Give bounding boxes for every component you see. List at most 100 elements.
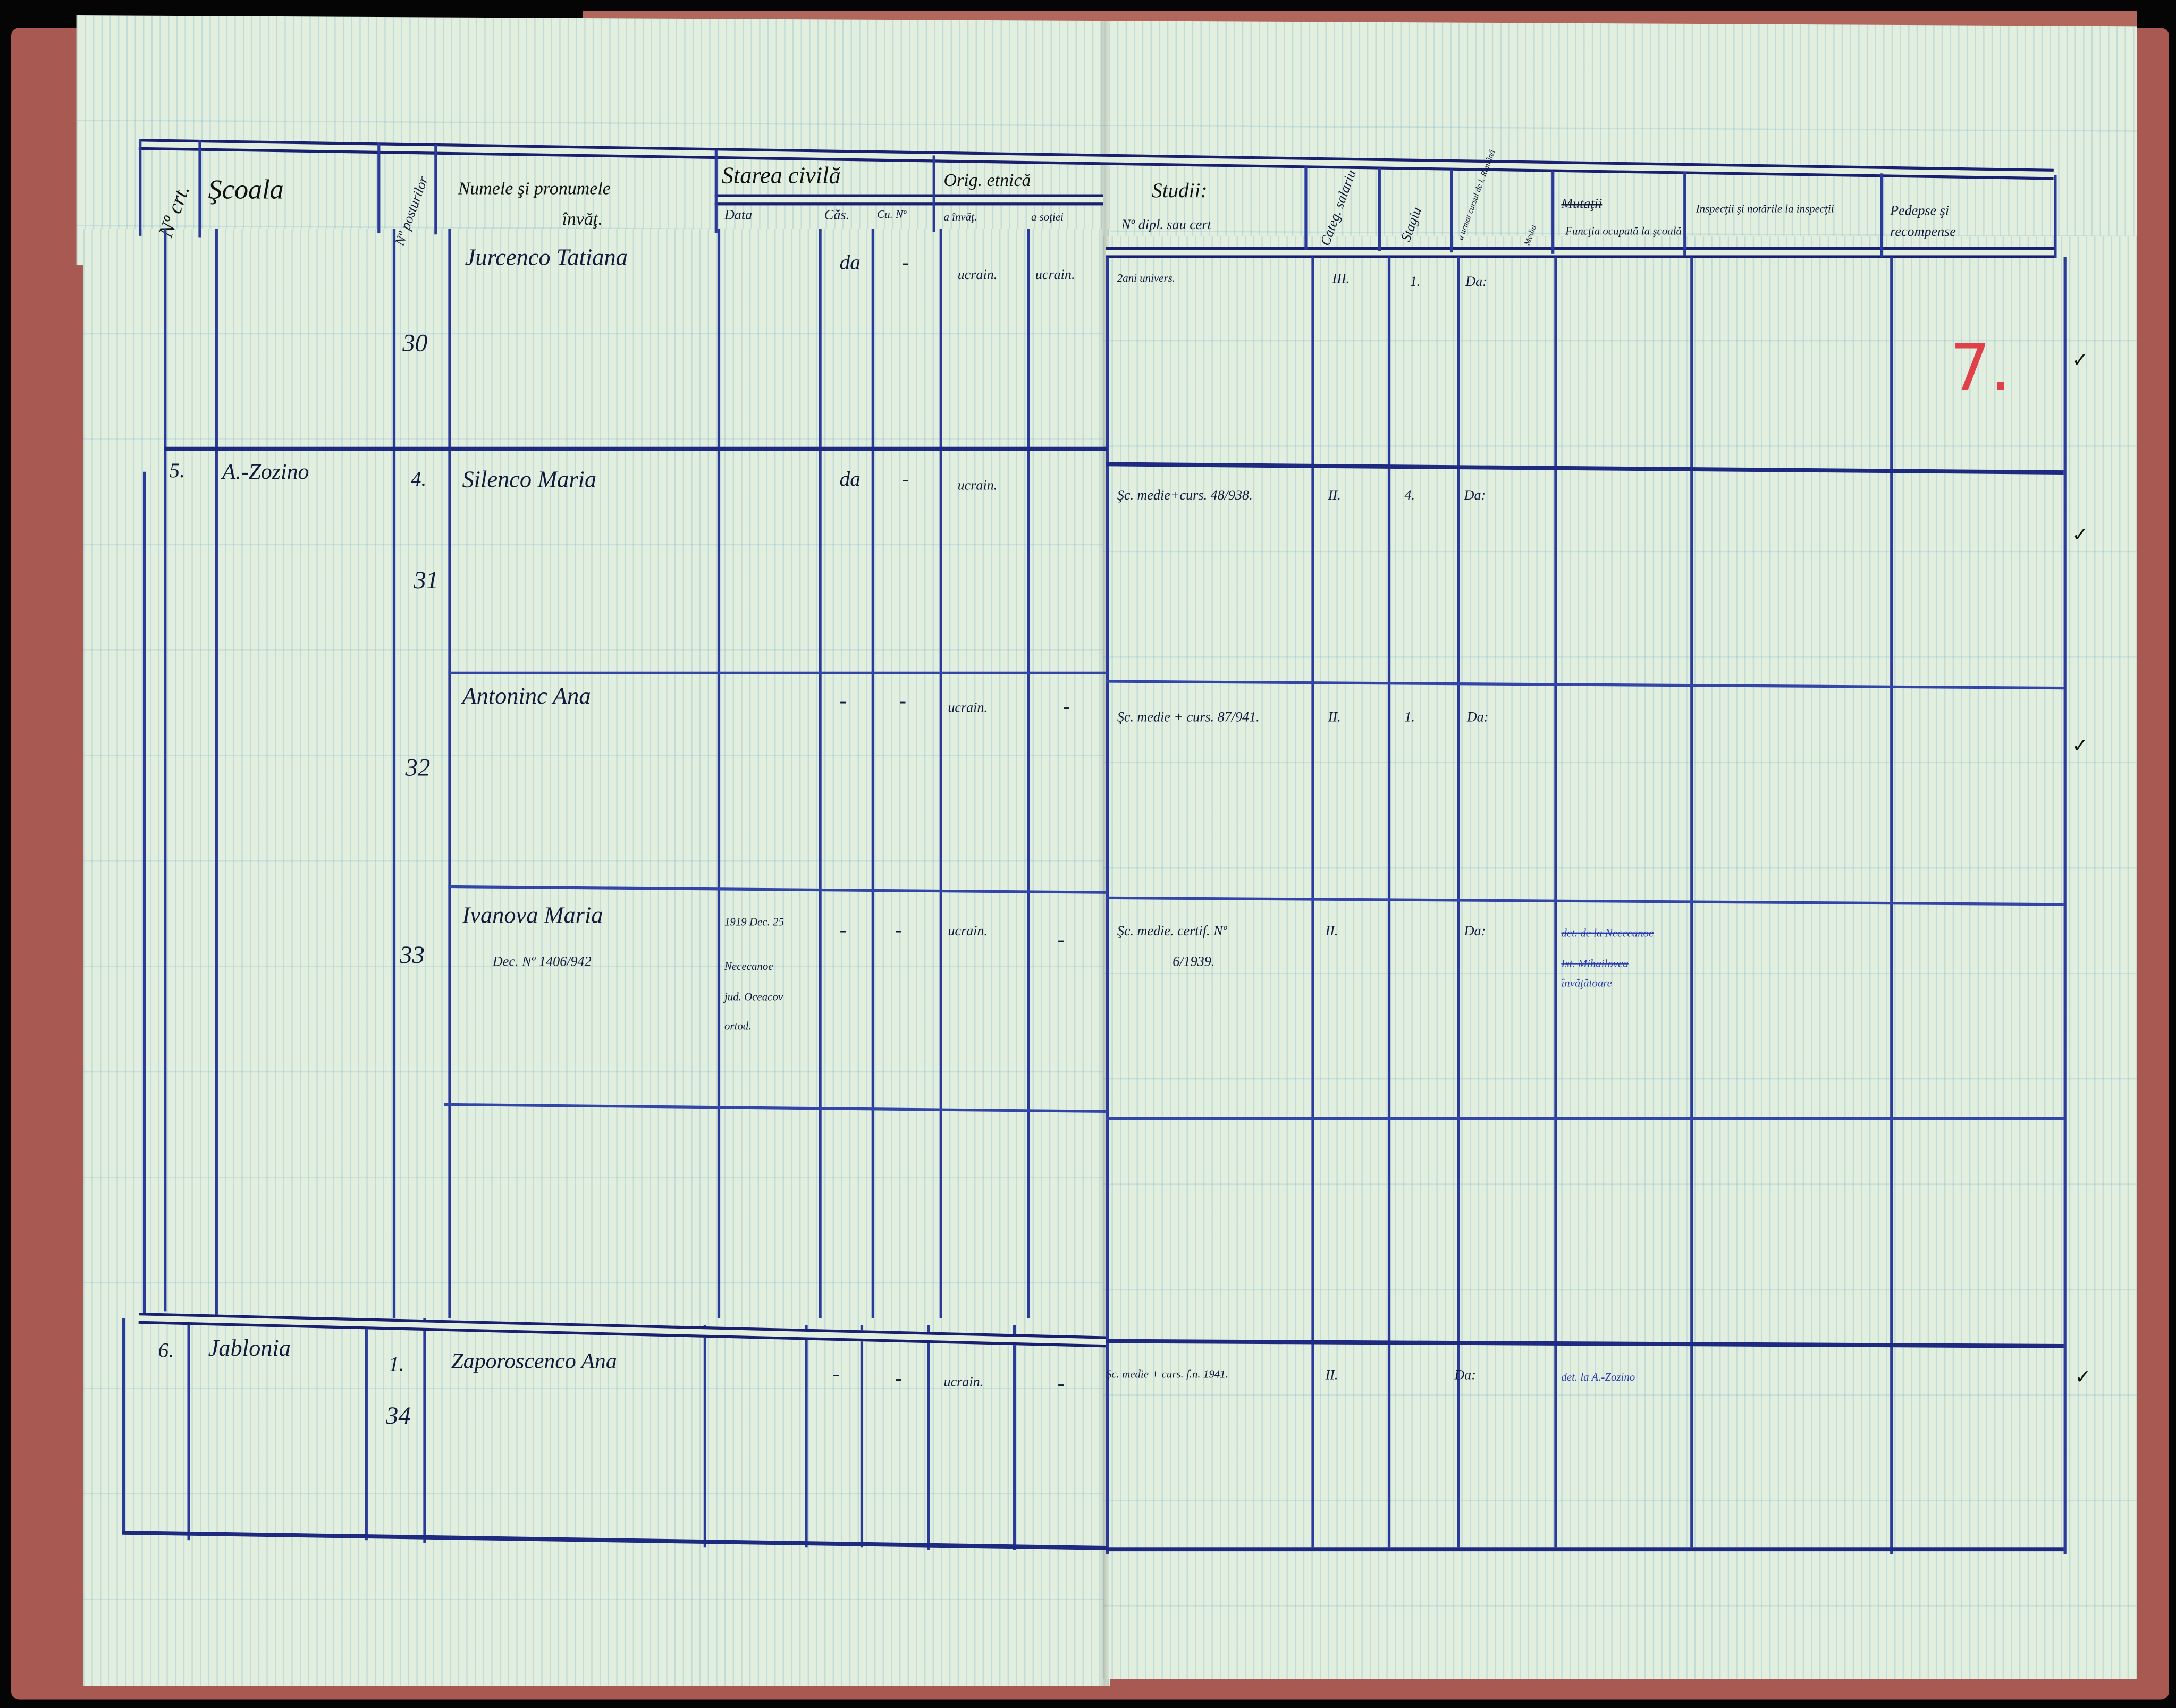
row-line [448, 671, 1108, 674]
header-cu-nr: Cu. Nº [877, 208, 907, 221]
row-line [164, 446, 1108, 451]
post-number: 34 [385, 1401, 411, 1430]
col-line [164, 229, 167, 1312]
header-pedepse: Pedepse şi recompense [1890, 204, 1956, 240]
col-line [1027, 229, 1030, 1318]
header-col-line [2054, 174, 2057, 258]
spouse-origin: ucrain. [1035, 267, 1075, 283]
ethnic-origin: ucrain. [943, 1375, 984, 1391]
studies: Şc. medie+curs. 48/938. [1117, 488, 1253, 504]
header-orig-etnica: Orig. etnică [943, 169, 1031, 190]
post-number: 31 [414, 566, 439, 594]
birth-county: jud. Oceacov [724, 991, 783, 1003]
header-numele: Numele şi pronumele [458, 177, 611, 199]
birth-place: Nececanoe [724, 960, 773, 973]
header-col-line [1304, 166, 1308, 250]
religion: ortod. [724, 1020, 752, 1033]
col-line [142, 471, 146, 1318]
studies: 2ani univers. [1117, 272, 1175, 285]
row-number: 5. [169, 460, 185, 483]
header-col-line [1683, 172, 1686, 256]
col-line [819, 229, 822, 1318]
col-line [860, 1325, 864, 1548]
left-page [83, 229, 1110, 1686]
salary-category: II. [1325, 1368, 1338, 1384]
romanian-course: Da: [1464, 924, 1486, 940]
transfer-note: det. la A.-Zozino [1561, 1371, 1635, 1384]
header-bottom-rule [1106, 247, 2054, 258]
checkmark-icon: ✓ [2074, 1368, 2091, 1389]
transfer-note: Ist. Mihailovca [1561, 957, 1629, 970]
header-col-line [377, 142, 381, 233]
col-line [423, 1318, 426, 1543]
married: - [839, 691, 847, 714]
school-name: Jablonia [208, 1334, 291, 1362]
header-studii: Studii: [1152, 180, 1208, 203]
transfer-note: det. de la Nececanoe [1561, 927, 1654, 940]
studies: Şc. medie. certif. Nº [1117, 924, 1227, 940]
header-inspectii: Inspecţii şi notările la inspecţii [1696, 202, 1834, 215]
header-col-line [1378, 167, 1381, 251]
stagiu: 1. [1410, 274, 1421, 290]
header-col-line [1450, 169, 1453, 253]
col-line [1388, 257, 1391, 1548]
col-line [805, 1325, 808, 1548]
salary-category: II. [1328, 488, 1341, 504]
cu-nr: - [895, 1368, 903, 1391]
checkmark-icon: ✓ [2072, 526, 2088, 547]
col-line [1106, 257, 1109, 1554]
col-line [1013, 1325, 1016, 1550]
col-line [717, 229, 721, 1318]
romanian-course: Da: [1454, 1368, 1476, 1384]
married: - [832, 1364, 840, 1386]
col-line [1457, 257, 1460, 1548]
header-col-line [932, 155, 935, 232]
header-col-line [434, 144, 437, 235]
row-number: 6. [158, 1340, 174, 1363]
header-functia: Funcţia ocupată la şcoală [1565, 224, 1682, 238]
cu-nr: - [902, 252, 909, 275]
salary-category: II. [1328, 710, 1341, 726]
post-number: 32 [405, 753, 431, 781]
checkmark-icon: ✓ [2072, 351, 2088, 372]
spouse-origin: - [1057, 1373, 1065, 1396]
header-scoala: Şcoala [208, 174, 284, 206]
col-line [448, 229, 451, 1318]
col-line [703, 1325, 706, 1548]
header-col-line [139, 139, 142, 236]
posts-count: 1. [389, 1354, 404, 1377]
cu-nr: - [902, 469, 909, 492]
ethnic-origin: ucrain. [957, 478, 998, 494]
married: da [839, 252, 861, 275]
studies-cert: 6/1939. [1173, 954, 1215, 970]
post-number: 30 [402, 328, 428, 357]
teacher-name: Silenco Maria [462, 466, 597, 493]
romanian-course: Da: [1464, 488, 1486, 504]
married: - [839, 920, 847, 942]
cu-nr: - [899, 691, 906, 714]
married: da [839, 469, 861, 492]
col-line [2063, 257, 2067, 1554]
header-a-sotiei: a soţiei [1031, 210, 1064, 224]
col-line [1311, 257, 1314, 1548]
header-sub-rule [714, 194, 1103, 206]
header-col-line [1551, 171, 1555, 254]
school-name: A.-Zozino [222, 460, 309, 485]
stagiu: 1. [1404, 710, 1415, 726]
right-page [1103, 235, 2137, 1679]
col-line [365, 1318, 368, 1541]
col-line [187, 1318, 190, 1541]
page-number: 7. [1950, 330, 2011, 405]
spouse-origin: - [1057, 929, 1065, 952]
studies: Şc. medie + curs. f.n. 1941. [1106, 1368, 1228, 1381]
cu-nr: - [895, 920, 903, 942]
romanian-course: Da: [1466, 710, 1489, 726]
post-number: 33 [399, 941, 425, 969]
header-data: Data [724, 208, 753, 224]
teacher-name: Jurcenco Tatiana [465, 244, 628, 271]
header-a-invat: a învăţ. [943, 210, 977, 224]
col-line [939, 229, 942, 1318]
salary-category: III. [1332, 272, 1350, 288]
romanian-course: Da: [1465, 274, 1487, 290]
